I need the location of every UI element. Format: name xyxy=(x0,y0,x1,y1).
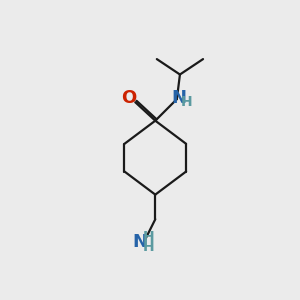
Text: H: H xyxy=(181,95,193,109)
Text: N: N xyxy=(132,232,147,250)
Text: H: H xyxy=(142,240,154,254)
Text: O: O xyxy=(122,89,137,107)
Text: H: H xyxy=(142,230,154,244)
Text: N: N xyxy=(172,89,187,107)
